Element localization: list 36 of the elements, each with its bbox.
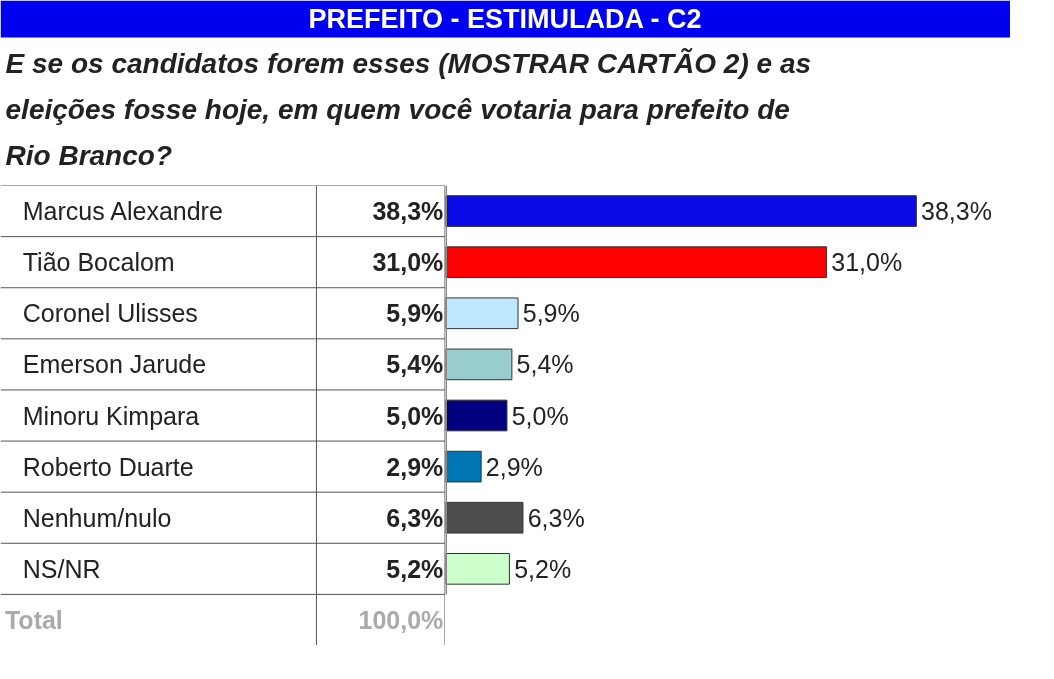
- text: 100,0%: [358, 605, 444, 634]
- text: Total: [4, 605, 63, 634]
- data-label: 5,0%: [386, 401, 444, 430]
- text: 38,3%: [921, 197, 992, 226]
- data-label: 31,0%: [372, 248, 444, 277]
- y-tick-label: Marcus Alexandre: [22, 197, 223, 226]
- bar: [445, 297, 519, 330]
- text: 31,0%: [831, 248, 903, 277]
- bar: [445, 195, 917, 227]
- text: 2,9%: [485, 452, 543, 481]
- text: 6,3%: [527, 503, 585, 532]
- chart-title: PREFEITO - ESTIMULADA - C2: [308, 4, 702, 34]
- y-tick-label: Nenhum/nulo: [22, 503, 172, 532]
- y-tick-label: Roberto Duarte: [22, 452, 194, 481]
- bar: [445, 246, 828, 278]
- text: 5,9%: [522, 299, 580, 328]
- bar: [445, 553, 510, 585]
- y-tick-label: Minoru Kimpara: [22, 401, 200, 430]
- y-tick-label: Coronel Ulisses: [22, 299, 198, 328]
- text: 5,0%: [511, 401, 569, 430]
- data-label: 5,2%: [386, 554, 444, 583]
- data-label: 6,3%: [386, 503, 444, 532]
- chart-subtitle: E se os candidatos forem esses (MOSTRAR CARTÃO 2) e as eleições fosse hoje, em quem você votaria para prefeito de Rio Branco?: [5, 47, 812, 172]
- data-label: 38,3%: [372, 197, 444, 226]
- data-label: 2,9%: [386, 452, 444, 481]
- text: 5,2%: [514, 554, 572, 583]
- data-label: 5,9%: [386, 299, 444, 328]
- bar: [445, 348, 513, 381]
- y-tick-label: Emerson Jarude: [22, 350, 207, 379]
- bar: [445, 399, 508, 432]
- bar: [445, 501, 524, 534]
- y-tick-label: Tião Bocalom: [22, 248, 175, 277]
- text: 5,4%: [516, 350, 574, 379]
- y-tick-label: NS/NR: [22, 554, 101, 583]
- bar: [445, 450, 482, 483]
- data-label: 5,4%: [386, 350, 444, 379]
